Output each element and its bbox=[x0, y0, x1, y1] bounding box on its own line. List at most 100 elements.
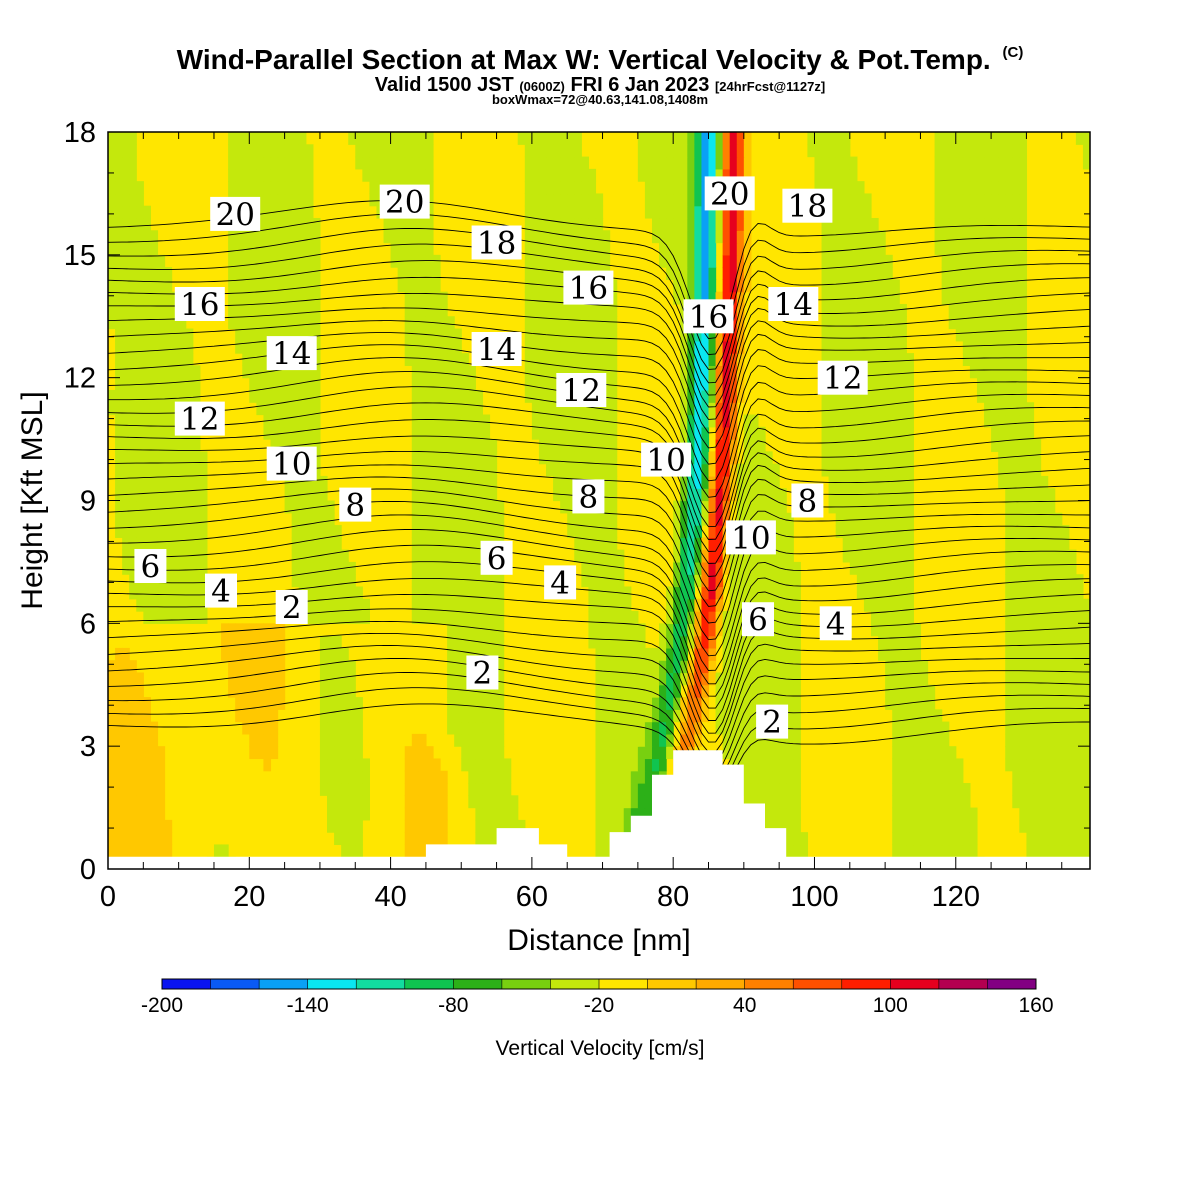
svg-text:8: 8 bbox=[345, 488, 365, 524]
colorbar-tick-label: 160 bbox=[1018, 994, 1053, 1017]
colorbar-swatch bbox=[793, 979, 843, 989]
svg-text:12: 12 bbox=[823, 361, 862, 397]
contour-label: 12 bbox=[817, 360, 868, 397]
svg-text:16: 16 bbox=[689, 299, 728, 335]
y-tick-label: 15 bbox=[64, 240, 96, 272]
valid-date: FRI 6 Jan 2023 bbox=[570, 74, 710, 96]
terrain bbox=[108, 750, 1090, 869]
contour-label: 16 bbox=[174, 287, 225, 323]
x-tick-label: 40 bbox=[374, 881, 406, 913]
colorbar-tick-label: 100 bbox=[873, 994, 908, 1017]
box-info: boxWmax=72@40.63,141.08,1408m bbox=[491, 92, 709, 107]
colorbar-swatch bbox=[938, 979, 988, 989]
contour-label: 14 bbox=[471, 332, 522, 368]
svg-text:14: 14 bbox=[477, 332, 516, 368]
colorbar-swatch bbox=[647, 979, 697, 989]
x-axis-label: Distance [nm] bbox=[507, 924, 690, 957]
contour-label: 8 bbox=[791, 483, 824, 520]
colorbar-swatch bbox=[404, 979, 454, 989]
colorbar-swatch bbox=[307, 979, 357, 989]
svg-text:6: 6 bbox=[141, 549, 161, 585]
contour-label: 10 bbox=[725, 520, 776, 556]
colorbar-swatch bbox=[550, 979, 600, 989]
contour-label: 4 bbox=[819, 606, 852, 642]
contour-label: 10 bbox=[266, 446, 317, 483]
x-tick-label: 0 bbox=[100, 881, 116, 913]
contour-label: 6 bbox=[134, 549, 167, 585]
valid-time-line: Valid 1500 JST (0600Z) FRI 6 Jan 2023 [2… bbox=[0, 74, 1200, 97]
colorbar: -200 -140 -80 -20 40 100 160 bbox=[141, 978, 1054, 1017]
svg-text:10: 10 bbox=[272, 447, 311, 483]
svg-text:20: 20 bbox=[710, 176, 749, 212]
colorbar-swatch bbox=[453, 979, 503, 989]
svg-text:8: 8 bbox=[579, 479, 599, 515]
contour-label: 16 bbox=[563, 270, 614, 307]
contour-label: 16 bbox=[683, 299, 734, 335]
contour-label: 12 bbox=[556, 373, 607, 409]
axes: 0 20 40 60 80 100 120 0 3 6 9 12 15 18 Distance [nm] He… bbox=[16, 117, 1090, 957]
x-tick-label: 80 bbox=[657, 881, 689, 913]
valid-prefix: Valid 1500 JST bbox=[374, 74, 514, 96]
colorbar-tick-label: -20 bbox=[584, 994, 614, 1017]
colorbar-tick-label: -140 bbox=[287, 994, 329, 1017]
colorbar-tick-label: -80 bbox=[438, 994, 468, 1017]
colorbar-swatch bbox=[210, 979, 260, 989]
y-tick-label: 9 bbox=[80, 486, 96, 518]
contour-label: 2 bbox=[275, 590, 308, 626]
colorbar-swatch bbox=[744, 979, 794, 989]
svg-text:14: 14 bbox=[774, 287, 813, 323]
svg-text:18: 18 bbox=[477, 226, 516, 262]
svg-text:6: 6 bbox=[748, 602, 768, 638]
colorbar-tick-label: -200 bbox=[141, 994, 183, 1017]
contour-label: 2 bbox=[466, 655, 499, 692]
colorbar-swatch bbox=[501, 979, 551, 989]
valid-utc: (0600Z) bbox=[519, 79, 565, 94]
svg-text:4: 4 bbox=[550, 565, 570, 601]
y-tick-label: 3 bbox=[80, 731, 96, 763]
svg-text:10: 10 bbox=[731, 520, 770, 556]
y-tick-label: 12 bbox=[64, 363, 96, 395]
svg-text:4: 4 bbox=[211, 574, 231, 610]
svg-text:6: 6 bbox=[487, 541, 507, 577]
colorbar-swatch bbox=[356, 979, 406, 989]
y-tick-label: 18 bbox=[64, 117, 96, 149]
colorbar-title: Vertical Velocity [cm/s] bbox=[495, 1037, 705, 1060]
x-tick-label: 100 bbox=[790, 881, 838, 913]
colorbar-swatch bbox=[841, 979, 891, 989]
contour-label: 20 bbox=[704, 176, 755, 212]
contour-label: 8 bbox=[339, 488, 372, 524]
svg-text:2: 2 bbox=[282, 590, 302, 626]
svg-text:2: 2 bbox=[762, 705, 782, 741]
contour-label: 14 bbox=[266, 336, 317, 372]
svg-text:16: 16 bbox=[569, 271, 608, 307]
colorbar-swatch bbox=[696, 979, 746, 989]
colorbar-swatch bbox=[890, 979, 940, 989]
svg-text:4: 4 bbox=[826, 606, 846, 642]
svg-text:10: 10 bbox=[646, 443, 685, 479]
colorbar-swatch bbox=[987, 979, 1037, 989]
colorbar-swatch bbox=[162, 979, 212, 989]
colorbar-tick-label: 40 bbox=[733, 994, 756, 1017]
svg-text:18: 18 bbox=[788, 189, 827, 225]
contour-label: 6 bbox=[480, 540, 513, 577]
svg-text:12: 12 bbox=[562, 373, 601, 409]
contour-label: 12 bbox=[174, 401, 225, 438]
chart-title: Wind-Parallel Section at Max W: Vertical… bbox=[176, 44, 1024, 75]
contour-label: 20 bbox=[210, 196, 261, 233]
x-tick-label: 20 bbox=[233, 881, 265, 913]
y-tick-label: 0 bbox=[80, 854, 96, 886]
vertical-velocity-field bbox=[108, 132, 1090, 869]
contour-label: 6 bbox=[742, 602, 774, 638]
svg-text:2: 2 bbox=[473, 656, 493, 692]
terrain-profile bbox=[108, 750, 1090, 869]
y-axis-label: Height [Kft MSL] bbox=[16, 391, 49, 609]
svg-text:16: 16 bbox=[180, 287, 219, 323]
contour-label: 18 bbox=[471, 225, 522, 262]
svg-text:14: 14 bbox=[272, 336, 311, 372]
contour-label: 4 bbox=[544, 565, 577, 601]
contour-label: 18 bbox=[782, 188, 833, 225]
svg-text:20: 20 bbox=[215, 197, 254, 233]
colorbar-swatch bbox=[599, 979, 649, 989]
